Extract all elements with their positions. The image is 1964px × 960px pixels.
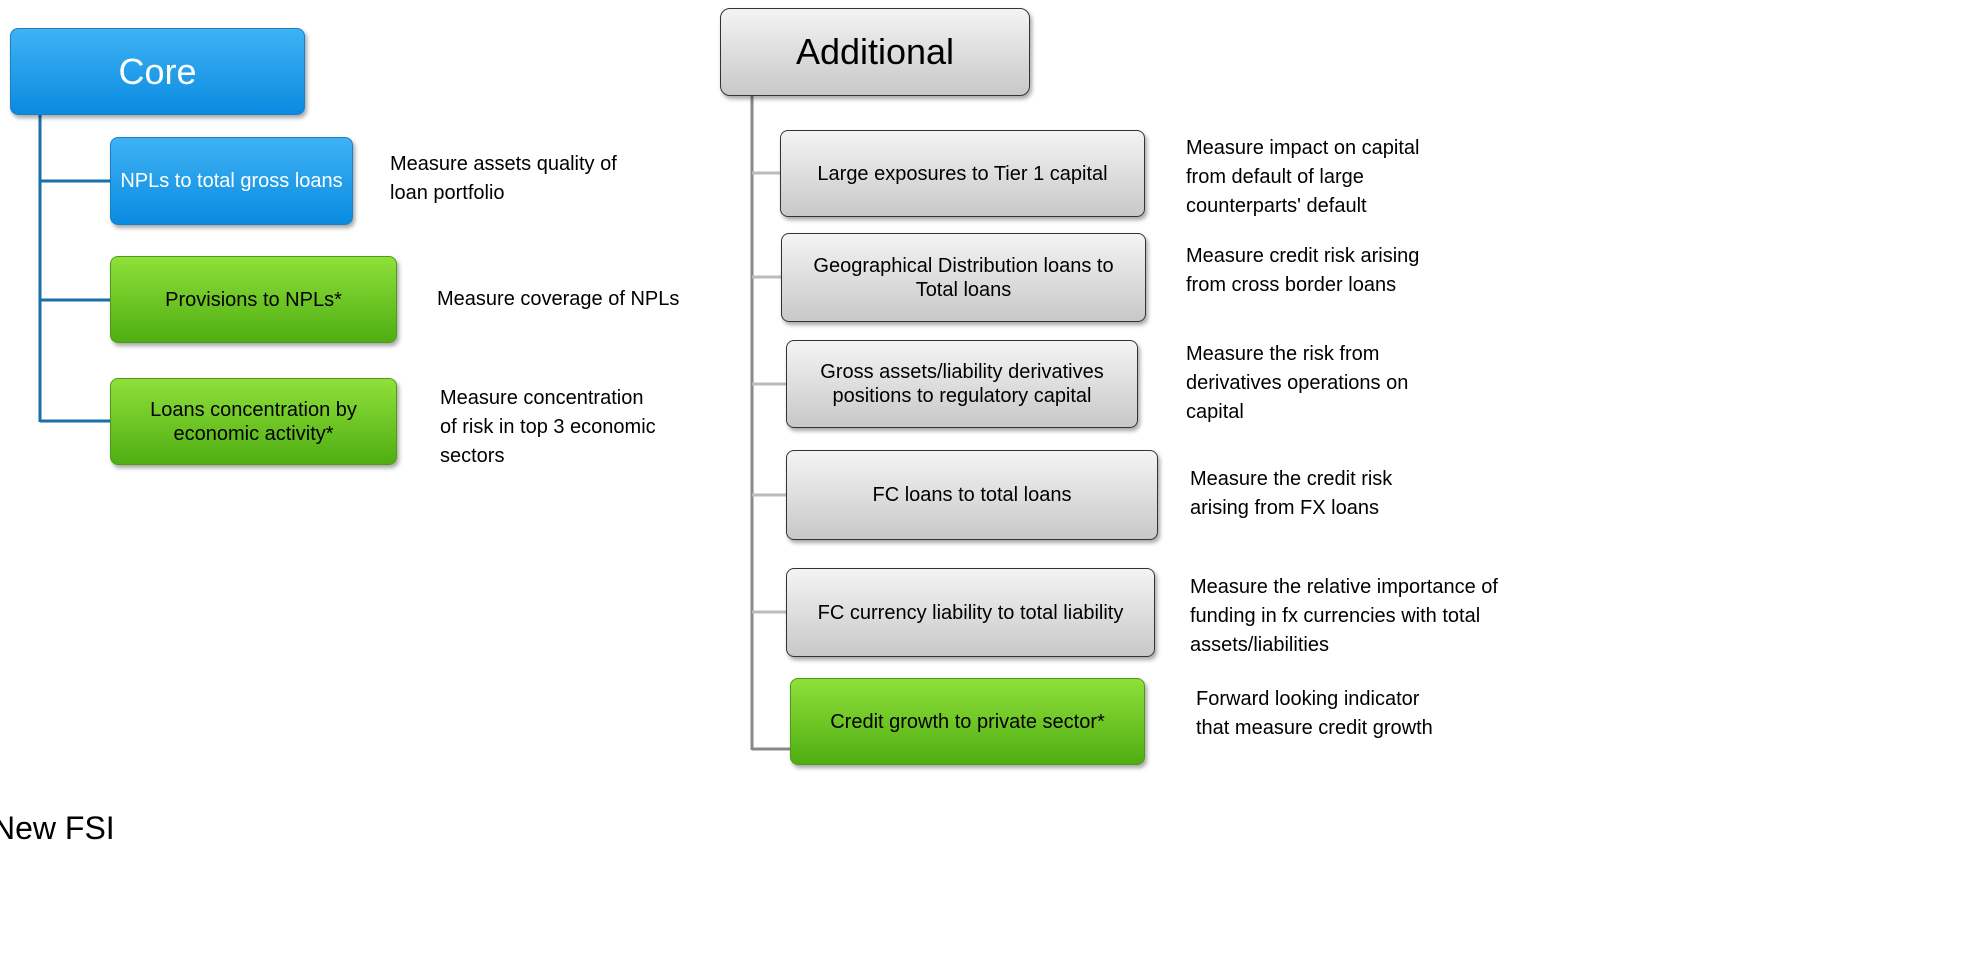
description-line: that measure credit growth (1196, 717, 1433, 739)
description-line: of risk in top 3 economic (440, 416, 656, 438)
description-line: arising from FX loans (1190, 497, 1379, 519)
indicator-box: Credit growth to private sector* (790, 678, 1145, 765)
description-line: from default of large (1186, 166, 1364, 188)
indicator-box: Gross assets/liability derivatives posit… (786, 340, 1138, 428)
description-line: Measure credit risk arising (1186, 245, 1420, 267)
description-line: assets/liabilities (1190, 634, 1329, 656)
indicator-description: Measure assets quality of loan portfolio (390, 150, 617, 208)
indicator-description: Forward looking indicator that measure cr… (1196, 685, 1433, 743)
description-line: loan portfolio (390, 182, 505, 204)
core-header: Core (10, 28, 305, 115)
indicator-description: Measure impact on capital from default of… (1186, 134, 1419, 221)
description-line: from cross border loans (1186, 274, 1397, 296)
indicator-description: Measure the relative importance of fundin… (1190, 573, 1498, 660)
description-line: Measure concentration (440, 387, 644, 409)
description-line: Measure impact on capital (1186, 137, 1420, 159)
indicator-box: FC currency liability to total liability (786, 568, 1155, 657)
description-line: Forward looking indicator (1196, 688, 1420, 710)
description-line: sectors (440, 445, 505, 467)
indicator-box: Provisions to NPLs* (110, 256, 397, 343)
indicator-box: NPLs to total gross loans (110, 137, 353, 225)
additional-header: Additional (720, 8, 1030, 96)
indicator-description: Measure the credit risk arising from FX l… (1190, 465, 1392, 523)
indicator-box: Loans concentration by economic activity… (110, 378, 397, 465)
footer-label: New FSI (0, 810, 115, 846)
description-line: Measure coverage of NPLs (437, 288, 680, 310)
description-line: Measure assets quality of (390, 153, 617, 175)
description-line: Measure the credit risk (1190, 468, 1393, 490)
description-line: Measure the risk from (1186, 343, 1380, 365)
indicator-description: Measure the risk from derivatives operati… (1186, 340, 1408, 427)
indicator-description: Measure concentration of risk in top 3 ec… (440, 384, 656, 471)
indicator-description: Measure coverage of NPLs (437, 285, 679, 314)
description-line: derivatives operations on (1186, 372, 1409, 394)
indicator-box: Large exposures to Tier 1 capital (780, 130, 1145, 217)
description-line: capital (1186, 401, 1244, 423)
indicator-box: Geographical Distribution loans to Total… (781, 233, 1146, 322)
indicator-box: FC loans to total loans (786, 450, 1158, 540)
description-line: Measure the relative importance of (1190, 576, 1498, 598)
indicator-description: Measure credit risk arising from cross bo… (1186, 242, 1419, 300)
description-line: funding in fx currencies with total (1190, 605, 1481, 627)
description-line: counterparts' default (1186, 195, 1367, 217)
